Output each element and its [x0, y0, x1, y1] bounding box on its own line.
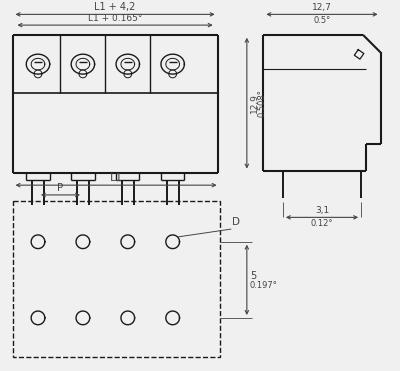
Text: D: D [232, 217, 240, 227]
Text: L1: L1 [110, 173, 123, 183]
Text: 0.508°: 0.508° [258, 89, 266, 117]
Text: 5: 5 [250, 271, 256, 281]
Text: 3,1: 3,1 [315, 206, 329, 216]
Text: 0.12°: 0.12° [311, 219, 333, 228]
Text: 12,9: 12,9 [250, 93, 259, 113]
Text: L1 + 0.165°: L1 + 0.165° [88, 14, 142, 23]
Bar [13, 201, 220, 357]
Text: 12,7: 12,7 [312, 3, 332, 12]
Text: L1 + 4,2: L1 + 4,2 [94, 3, 136, 12]
Text: 0.197°: 0.197° [250, 281, 278, 290]
Text: P: P [57, 183, 64, 193]
Text: 0.5°: 0.5° [313, 16, 331, 25]
